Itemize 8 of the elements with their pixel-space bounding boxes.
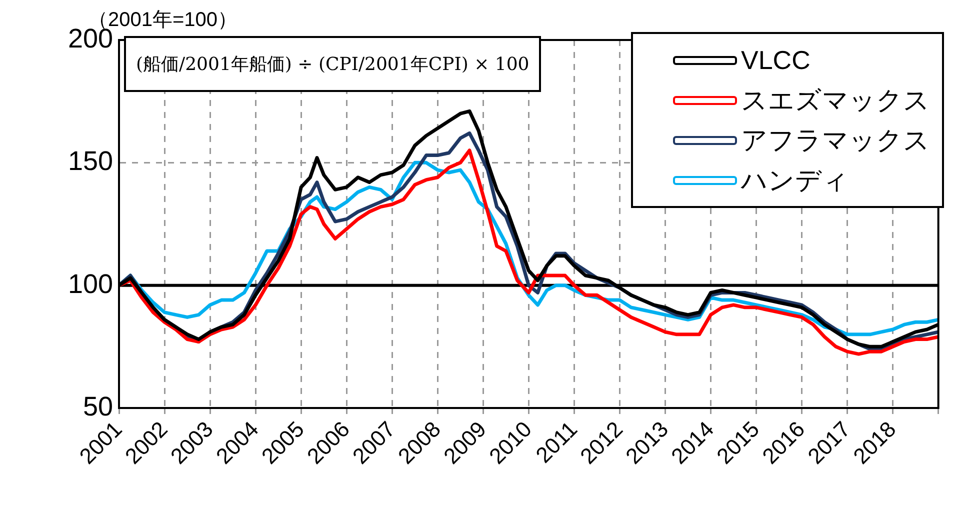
y-tick-label: 100 — [68, 268, 113, 299]
legend-label: VLCC — [741, 44, 810, 76]
legend-label: ハンディ — [741, 164, 849, 196]
legend-label: スエズマックス — [741, 84, 930, 116]
legend-label: アフラマックス — [741, 124, 930, 156]
y-tick-label: 50 — [82, 391, 113, 422]
y-tick-label: 150 — [68, 146, 113, 176]
annotation: (船価/2001年船価) ÷ (CPI/2001年CPI) × 100 — [136, 53, 530, 76]
